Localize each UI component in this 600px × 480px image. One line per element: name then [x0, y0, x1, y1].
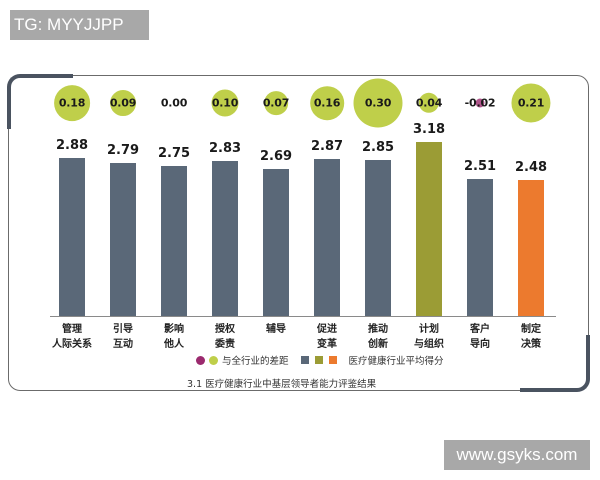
- category-label: 制定 决策: [521, 322, 541, 352]
- category-label-line-1: 推动: [368, 324, 388, 335]
- category-label-line-2: 互动: [113, 339, 133, 350]
- gap-value-label: 0.09: [109, 96, 137, 110]
- bar: [263, 169, 289, 316]
- bar: [212, 161, 238, 316]
- frame-corner-accent-top-left: [7, 74, 73, 129]
- bar-value-label: 3.18: [412, 122, 446, 137]
- category-label-line-2: 创新: [368, 339, 388, 350]
- chart-column: 0.07 2.69 辅导: [251, 0, 302, 480]
- legend-swatch-negative-gap: [196, 355, 205, 365]
- gap-value-label: 0.07: [262, 96, 290, 110]
- chart-column: 0.10 2.83 授权委责: [200, 0, 251, 480]
- gap-bubble-negative: [475, 98, 485, 108]
- legend-label-average: 医疗健康行业平均得分: [348, 356, 444, 367]
- category-label-line-2: 导向: [470, 339, 490, 350]
- category-label-line-2: 委责: [215, 339, 235, 350]
- gap-value-label: 0.10: [211, 96, 239, 110]
- legend-swatch-positive-gap: [209, 355, 218, 365]
- watermark-bottom: www.gsyks.com: [444, 440, 590, 470]
- category-label-line-1: 辅导: [266, 324, 286, 335]
- category-label-line-2: 变革: [317, 339, 337, 350]
- gap-bubble-positive: [353, 78, 403, 128]
- gap-bubble-positive: [310, 86, 344, 120]
- bar-value-label: 2.48: [514, 160, 548, 175]
- category-label-line-1: 授权: [215, 324, 235, 335]
- gap-bubble-positive: [511, 83, 551, 123]
- category-label-line-1: 引导: [113, 324, 133, 335]
- category-label-line-2: 他人: [164, 339, 184, 350]
- bar-value-label: 2.75: [157, 146, 191, 161]
- category-label: 推动 创新: [368, 322, 388, 352]
- category-label: 辅导: [266, 322, 286, 337]
- gap-bubble-positive: [110, 90, 136, 116]
- gap-value-label: 0.18: [58, 96, 86, 110]
- legend-swatch-orange-bar: [328, 356, 337, 364]
- category-label-line-2: 与组织: [414, 339, 444, 350]
- category-label: 促进 变革: [317, 322, 337, 352]
- x-axis-baseline: [50, 316, 556, 317]
- gap-value-label: 0.04: [415, 96, 443, 110]
- gap-bubble-positive: [264, 91, 288, 115]
- bar: [416, 142, 442, 316]
- legend-swatch-green-bar: [314, 356, 323, 364]
- bar-value-label: 2.87: [310, 139, 344, 154]
- category-label-line-1: 制定: [521, 324, 541, 335]
- bar-value-label: 2.79: [106, 143, 140, 158]
- gap-value-label: 0.16: [313, 96, 341, 110]
- chart-column: -0.02 2.51 客户导向: [455, 0, 506, 480]
- category-label: 管理 人际关系: [52, 322, 92, 352]
- gap-value-label: 0.00: [160, 96, 188, 110]
- legend-swatch-default-bar: [300, 356, 309, 364]
- chart-column: 0.09 2.79 引导互动: [98, 0, 149, 480]
- bar: [365, 160, 391, 316]
- category-label: 引导 互动: [113, 322, 133, 352]
- category-label-line-2: 决策: [521, 339, 541, 350]
- category-label-line-1: 促进: [317, 324, 337, 335]
- chart-column: 0.00 2.75 影响他人: [149, 0, 200, 480]
- chart-column: 0.30 2.85 推动创新: [353, 0, 404, 480]
- chart-column: 0.18 2.88 管理人际关系: [47, 0, 98, 480]
- bar: [161, 166, 187, 316]
- legend: 与全行业的差距 医疗健康行业平均得分: [196, 353, 444, 367]
- chart-column: 0.16 2.87 促进变革: [302, 0, 353, 480]
- category-label-line-1: 客户: [470, 324, 490, 335]
- bar: [314, 159, 340, 316]
- category-label-line-2: 人际关系: [52, 339, 92, 350]
- category-label: 客户 导向: [470, 322, 490, 352]
- bar: [59, 158, 85, 316]
- gap-value-label: -0.02: [464, 96, 496, 110]
- gap-bubble-positive: [211, 89, 239, 117]
- category-label-line-1: 计划: [419, 324, 439, 335]
- chart-column: 0.04 3.18 计划与组织: [404, 0, 455, 480]
- chart-column: 0.21 2.48 制定决策: [506, 0, 557, 480]
- gap-bubble-positive: [418, 92, 440, 114]
- category-label-line-1: 影响: [164, 324, 184, 335]
- gap-bubble-positive: [54, 85, 90, 121]
- chart-frame: [8, 75, 589, 391]
- bar-value-label: 2.88: [55, 138, 89, 153]
- chart-caption: 3.1 医疗健康行业中基层领导者能力评鉴结果: [187, 379, 377, 390]
- legend-label-gap: 与全行业的差距: [222, 356, 289, 367]
- frame-corner-accent-bottom-right: [520, 335, 590, 392]
- category-label: 计划 与组织: [414, 322, 444, 352]
- category-label-line-1: 管理: [62, 324, 82, 335]
- bar-value-label: 2.69: [259, 149, 293, 164]
- watermark-top: TG: MYYJJPP: [10, 10, 149, 40]
- bar-value-label: 2.51: [463, 159, 497, 174]
- category-label: 影响 他人: [164, 322, 184, 352]
- gap-value-label: 0.30: [364, 96, 392, 110]
- bar: [110, 163, 136, 316]
- bar-value-label: 2.85: [361, 140, 395, 155]
- bar: [467, 179, 493, 316]
- bar: [518, 180, 544, 316]
- gap-value-label: 0.21: [517, 96, 545, 110]
- category-label: 授权 委责: [215, 322, 235, 352]
- bar-value-label: 2.83: [208, 141, 242, 156]
